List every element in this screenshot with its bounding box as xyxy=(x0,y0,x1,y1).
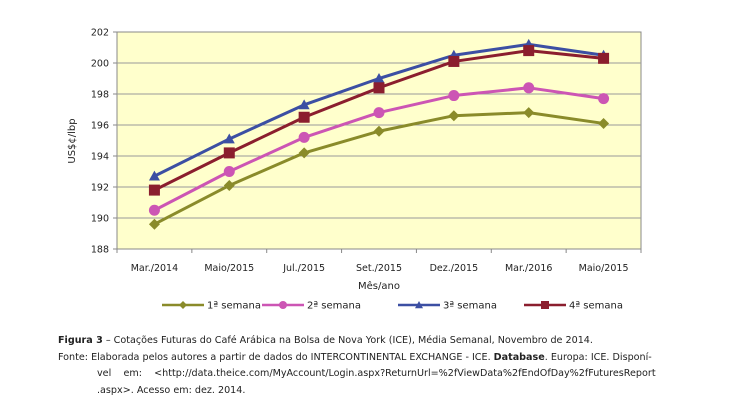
y-tick-label: 192 xyxy=(91,183,109,194)
diamond-marker xyxy=(523,107,535,119)
square-marker xyxy=(598,52,610,64)
circle-marker xyxy=(598,93,610,105)
legend-item-2: 2ª semana xyxy=(262,301,361,312)
y-tick-label: 196 xyxy=(91,121,109,132)
square-marker xyxy=(373,82,385,94)
source-bold: Database xyxy=(493,351,545,363)
source-line-2: vel em: <http://data.theice.com/MyAccoun… xyxy=(97,368,656,379)
square-marker xyxy=(298,111,310,123)
legend-item-3: 3ª semana xyxy=(398,301,497,312)
legend: 1ª semana 2ª semana 3ª semana 4ª semana xyxy=(162,301,623,312)
diamond-marker xyxy=(598,117,610,129)
source-prefix: Fonte: Elaborada pelos autores a partir … xyxy=(58,351,494,363)
circle-marker xyxy=(523,82,535,94)
triangle-marker xyxy=(223,133,235,144)
figure-caption: Figura 3 – Cotações Futuras do Café Aráb… xyxy=(58,333,658,399)
x-tick-label: Mar./2016 xyxy=(505,263,552,274)
circle-marker xyxy=(298,131,310,143)
y-tick-label: 190 xyxy=(91,214,109,225)
diamond-marker xyxy=(148,218,160,230)
legend-item-1: 1ª semana xyxy=(162,301,261,312)
x-axis-title: Mês/ano xyxy=(358,280,400,292)
series-4 xyxy=(148,45,610,196)
diamond-marker xyxy=(223,179,235,191)
square-marker xyxy=(523,45,535,57)
diamond-marker xyxy=(448,110,460,122)
legend-label: 1ª semana xyxy=(207,301,261,312)
source-line-3: .aspx>. Acesso em: dez. 2014. xyxy=(97,384,246,396)
triangle-marker xyxy=(148,170,160,181)
series-lines xyxy=(148,38,610,230)
square-marker xyxy=(148,184,160,196)
legend-item-4: 4ª semana xyxy=(524,301,623,312)
source-suffix: . Europa: ICE. Disponí- xyxy=(544,351,652,363)
plot-area xyxy=(116,31,642,250)
triangle-marker xyxy=(373,73,385,83)
x-tick-label: Set./2015 xyxy=(356,263,402,274)
x-tick-label: Jul./2015 xyxy=(282,263,325,274)
circle-marker xyxy=(448,90,460,102)
triangle-marker xyxy=(298,99,310,110)
legend-label: 3ª semana xyxy=(443,301,497,312)
circle-marker xyxy=(223,166,235,177)
x-tick-label: Mar./2014 xyxy=(131,263,178,274)
circle-marker xyxy=(148,204,160,216)
figure-text: – Cotações Futuras do Café Arábica na Bo… xyxy=(102,335,593,346)
figure-label: Figura 3 xyxy=(58,335,103,346)
series-2 xyxy=(148,82,610,216)
diamond-marker xyxy=(373,125,385,137)
x-axis-ticks: Mar./2014 Maio/2015 Jul./2015 Set./2015 Dez.… xyxy=(116,249,642,274)
series-1 xyxy=(148,107,610,230)
legend-label: 2ª semana xyxy=(307,301,361,312)
circle-marker xyxy=(373,107,385,119)
triangle-marker xyxy=(415,301,423,309)
x-tick-label: Dez./2015 xyxy=(430,263,479,274)
square-marker xyxy=(541,301,549,309)
y-tick-label: 202 xyxy=(91,28,109,39)
circle-marker xyxy=(279,301,287,309)
legend-label: 4ª semana xyxy=(569,301,623,312)
y-axis-title: US$¢/lbp xyxy=(67,118,78,163)
x-tick-label: Maio/2015 xyxy=(204,263,254,274)
grid-lines xyxy=(117,62,641,219)
y-tick-label: 188 xyxy=(91,245,109,256)
diamond-marker xyxy=(298,147,310,159)
square-marker xyxy=(448,55,460,67)
square-marker xyxy=(223,147,235,159)
y-tick-label: 194 xyxy=(91,152,109,163)
y-tick-label: 200 xyxy=(91,59,109,70)
diamond-marker xyxy=(179,301,187,309)
line-chart: 188 190 192 194 196 198 200 202 Mar./2014 Maio/2… xyxy=(67,28,642,312)
y-axis-ticks: 188 190 192 194 196 198 200 202 xyxy=(91,28,117,256)
y-tick-label: 198 xyxy=(91,90,109,101)
x-tick-label: Maio/2015 xyxy=(579,263,629,274)
